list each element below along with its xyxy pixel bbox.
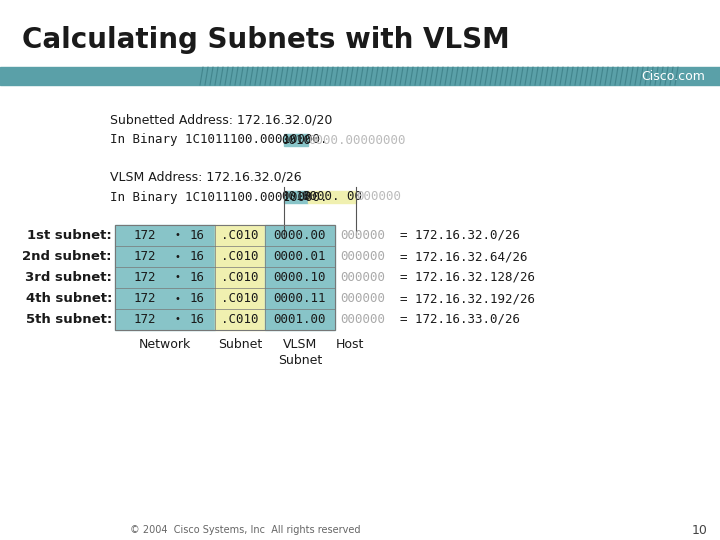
Text: Subnetted Address: 172.16.32.0/20: Subnetted Address: 172.16.32.0/20 [110, 113, 333, 126]
Text: 10: 10 [692, 523, 708, 537]
Text: 0000.01: 0000.01 [274, 250, 326, 263]
Bar [284, 134, 308, 146]
Text: 0000. 00: 0000. 00 [302, 191, 362, 204]
Text: = 172.16.32.192/26: = 172.16.32.192/26 [400, 292, 535, 305]
Text: .C010: .C010 [221, 229, 258, 242]
Text: 2nd subnet:: 2nd subnet: [22, 250, 112, 263]
Text: 0000.11: 0000.11 [274, 292, 326, 305]
Text: .C010: .C010 [221, 271, 258, 284]
Text: .C010: .C010 [221, 313, 258, 326]
Text: VLSM
Subnet: VLSM Subnet [278, 338, 322, 367]
Text: 16: 16 [189, 271, 204, 284]
Text: Cisco.com: Cisco.com [641, 70, 705, 83]
Text: •: • [174, 231, 180, 240]
Bar [115, 225, 215, 330]
Text: .C010: .C010 [221, 250, 258, 263]
Text: •: • [174, 294, 180, 303]
Text: 000000: 000000 [340, 313, 385, 326]
Text: = 172.16.32.128/26: = 172.16.32.128/26 [400, 271, 535, 284]
Text: 0000.10: 0000.10 [274, 271, 326, 284]
Text: Network: Network [139, 338, 191, 351]
Text: 0010: 0010 [281, 191, 311, 204]
Text: 4th subnet:: 4th subnet: [26, 292, 112, 305]
Text: = 172.16.32.64/26: = 172.16.32.64/26 [400, 250, 528, 263]
Bar [308, 191, 356, 203]
Text: = 172.16.33.0/26: = 172.16.33.0/26 [400, 313, 520, 326]
Text: Calculating Subnets with VLSM: Calculating Subnets with VLSM [22, 26, 510, 54]
Text: 172: 172 [134, 292, 156, 305]
Text: 16: 16 [189, 313, 204, 326]
Text: © 2004  Cisco Systems, Inc  All rights reserved: © 2004 Cisco Systems, Inc All rights res… [130, 525, 360, 535]
Text: 0010: 0010 [281, 133, 311, 146]
Text: •: • [174, 273, 180, 282]
Text: 16: 16 [189, 292, 204, 305]
Text: 5th subnet:: 5th subnet: [26, 313, 112, 326]
Text: 000000: 000000 [356, 191, 401, 204]
Text: Subnet: Subnet [218, 338, 262, 351]
Text: •: • [174, 252, 180, 261]
Bar [215, 225, 265, 330]
Text: 1st subnet:: 1st subnet: [27, 229, 112, 242]
Text: = 172.16.32.0/26: = 172.16.32.0/26 [400, 229, 520, 242]
Text: 0000.00000000: 0000.00000000 [308, 133, 405, 146]
Text: 000000: 000000 [340, 250, 385, 263]
Text: 3rd subnet:: 3rd subnet: [25, 271, 112, 284]
Text: In Binary 1C1011100.00010000.: In Binary 1C1011100.00010000. [110, 191, 328, 204]
Text: 000000: 000000 [340, 229, 385, 242]
Text: .C010: .C010 [221, 292, 258, 305]
Text: 172: 172 [134, 313, 156, 326]
Text: 000000: 000000 [340, 292, 385, 305]
Bar [0, 67, 720, 85]
Text: VLSM Address: 172.16.32.0/26: VLSM Address: 172.16.32.0/26 [110, 171, 302, 184]
Text: 172: 172 [134, 271, 156, 284]
Text: 000000: 000000 [340, 271, 385, 284]
Text: In Binary 1C1011100.00010000.: In Binary 1C1011100.00010000. [110, 133, 328, 146]
Text: 16: 16 [189, 229, 204, 242]
Text: 0000.00: 0000.00 [274, 229, 326, 242]
Text: •: • [174, 314, 180, 325]
Text: 0001.00: 0001.00 [274, 313, 326, 326]
Text: 172: 172 [134, 229, 156, 242]
Text: Host: Host [336, 338, 364, 351]
Bar [115, 225, 335, 330]
Text: 172: 172 [134, 250, 156, 263]
Bar [265, 225, 335, 330]
Text: 16: 16 [189, 250, 204, 263]
Bar [284, 191, 308, 203]
